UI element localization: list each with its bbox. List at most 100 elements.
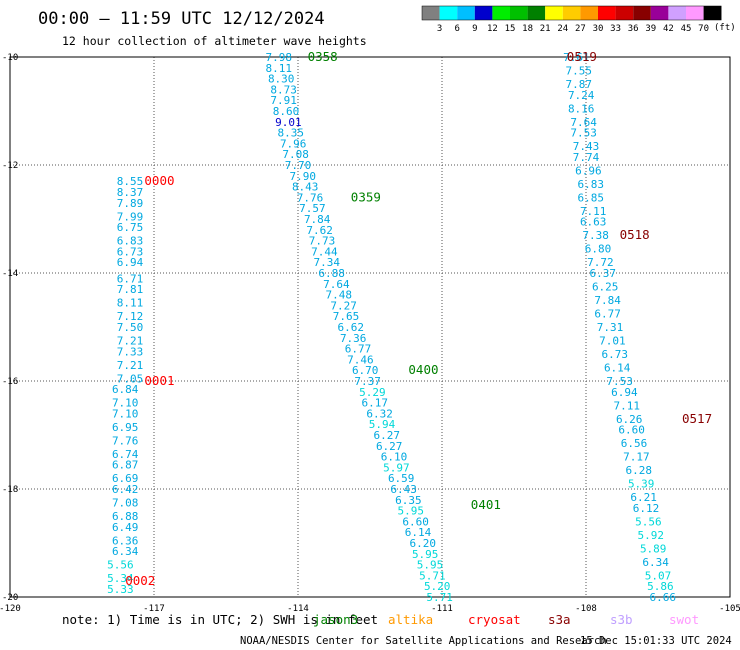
wave-height-point: 7.76	[112, 434, 139, 447]
wave-height-point: 7.84	[304, 213, 331, 226]
legend-swatch	[668, 6, 686, 20]
wave-height-point: 5.92	[638, 529, 665, 542]
x-tick-labels: -120 -117 -114 -111 -108 -105	[0, 604, 740, 614]
pass-time-label: 0001	[144, 373, 174, 388]
wave-height-point: 6.77	[345, 343, 372, 356]
legend-swatch	[580, 6, 598, 20]
wave-height-point: 6.73	[117, 245, 144, 258]
wave-height-point: 6.88	[318, 267, 345, 280]
legend-swatch	[457, 6, 475, 20]
chart-subtitle: 12 hour collection of altimeter wave hei…	[62, 34, 367, 48]
legend-swatch	[474, 6, 493, 20]
wave-height-point: 6.12	[633, 502, 660, 515]
wave-height-point: 6.43	[390, 483, 417, 496]
wave-height-point: 5.86	[647, 580, 674, 593]
wave-height-point: 7.64	[323, 278, 350, 291]
legend-frame	[421, 5, 722, 21]
wave-height-point: 6.10	[381, 451, 408, 464]
wave-height-point: 7.24	[568, 89, 595, 102]
legend-label: 6	[454, 24, 459, 34]
wave-height-point: 7.57	[299, 202, 326, 215]
legend-label: 18	[522, 24, 533, 34]
wave-height-point: 7.90	[290, 170, 317, 183]
legend-swatch	[598, 6, 616, 20]
wave-height-point: 8.30	[268, 73, 295, 86]
wave-height-point: 7.11	[614, 399, 641, 412]
satellite-legend: jason3 altika cryosat s3a s3b swot	[313, 612, 699, 627]
wave-height-point: 7.96	[280, 137, 307, 150]
wave-height-point: 6.26	[616, 413, 643, 426]
y-tick-label: -10	[2, 53, 18, 63]
pass-time-label: 0519	[567, 49, 597, 64]
wave-height-point: 7.34	[314, 256, 341, 269]
wave-height-point: 7.61	[563, 51, 590, 64]
wave-height-point: 6.62	[338, 321, 365, 334]
wave-height-point: 6.20	[410, 537, 437, 550]
wave-height-point: 6.95	[112, 421, 139, 434]
y-tick-labels: -10 -12 -14 -16 -18 -20	[2, 53, 18, 603]
x-tick-label: -111	[431, 604, 453, 614]
wave-height-point: 6.94	[611, 386, 638, 399]
wave-height-point: 5.29	[359, 386, 386, 399]
pass-time-label: 0359	[351, 189, 381, 204]
wave-height-point: 7.76	[297, 191, 324, 204]
legend-label: 3	[437, 24, 442, 34]
wave-height-point: 6.66	[650, 591, 677, 604]
wave-height-point: 8.35	[278, 127, 305, 140]
pass-time-label: 0358	[308, 49, 338, 64]
wave-height-point: 6.28	[626, 464, 653, 477]
wave-height-point: 6.73	[602, 348, 629, 361]
wave-height-point: 6.71	[117, 272, 144, 285]
wave-height-point: 6.83	[117, 235, 144, 248]
wave-height-point: 7.84	[594, 294, 621, 307]
wave-height-point: 6.49	[112, 521, 139, 534]
legend-label: 45	[681, 24, 692, 34]
wave-height-point: 7.44	[311, 245, 338, 258]
wave-height-point: 6.60	[402, 515, 429, 528]
pass-time-label: 0002	[125, 573, 155, 588]
wave-height-point: 7.53	[570, 127, 597, 140]
wave-height-point: 6.63	[580, 216, 607, 229]
legend-label: 33	[610, 24, 621, 34]
wave-height-point: 7.73	[309, 235, 336, 248]
legend-swatch	[492, 6, 510, 20]
satellite-name-swot: swot	[669, 612, 699, 627]
y-tick-label: -16	[2, 377, 18, 387]
wave-height-point: 7.08	[282, 148, 309, 161]
wave-height-point: 7.01	[599, 335, 626, 348]
pass-time-label: 0000	[144, 173, 174, 188]
wave-height-point: 6.83	[578, 178, 605, 191]
wave-height-point: 6.69	[112, 472, 139, 485]
wave-height-point: 8.55	[117, 175, 144, 188]
wave-height-point: 6.85	[578, 191, 605, 204]
wave-height-point: 6.59	[388, 472, 415, 485]
footer-credit: NOAA/NESDIS Center for Satellite Applica…	[240, 635, 607, 647]
wave-height-point: 7.10	[112, 407, 139, 420]
wave-height-point: 7.27	[330, 299, 357, 312]
legend-swatch	[545, 6, 563, 20]
wave-height-point: 8.43	[292, 181, 319, 194]
legend-swatch	[703, 6, 722, 20]
wave-height-point: 6.96	[575, 164, 602, 177]
wave-height-point: 7.17	[623, 451, 650, 464]
wave-height-point: 7.98	[266, 51, 293, 64]
y-tick-label: -14	[2, 269, 18, 279]
wave-height-point: 7.62	[306, 224, 333, 237]
wave-height-point: 7.99	[117, 210, 144, 223]
y-tick-label: -12	[2, 161, 18, 171]
wave-height-point: 7.05	[117, 372, 144, 385]
satellite-name-altika: altika	[388, 612, 433, 627]
wave-height-point: 7.89	[117, 197, 144, 210]
legend-label: 24	[557, 24, 568, 34]
legend-label: 9	[472, 24, 477, 34]
wave-height-point: 5.07	[645, 569, 672, 582]
x-tick-label: -120	[0, 604, 21, 614]
wave-height-point: 6.17	[362, 397, 389, 410]
pass-time-label: 0400	[408, 362, 438, 377]
wave-height-point: 7.33	[117, 345, 144, 358]
wave-height-point: 7.37	[354, 375, 381, 388]
pass-time-label: 0401	[471, 497, 501, 512]
chart-title: 00:00 — 11:59 UTC 12/12/2024	[38, 9, 325, 29]
wave-height-point: 6.87	[112, 459, 139, 472]
satellite-name-s3a: s3a	[548, 612, 571, 627]
